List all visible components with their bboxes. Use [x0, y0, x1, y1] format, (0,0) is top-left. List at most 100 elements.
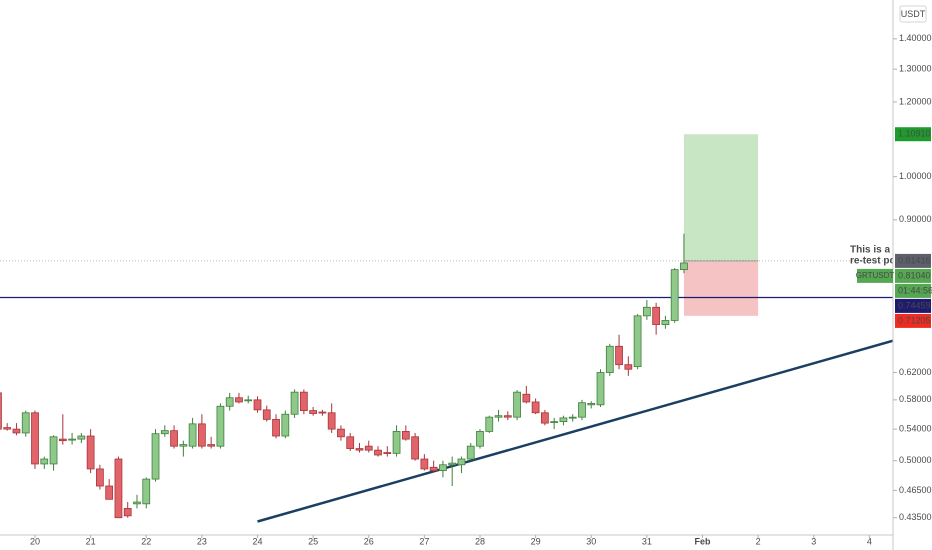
- candle-body: [541, 412, 549, 424]
- candle-body: [494, 415, 503, 418]
- candle-body: [401, 431, 410, 440]
- candle-body: [318, 411, 327, 414]
- candle-body: [411, 436, 419, 460]
- symbol-tag-label: GRTUSDT: [856, 271, 895, 280]
- candle-body: [605, 345, 614, 373]
- candle-body: [531, 401, 540, 414]
- candle-body: [77, 435, 86, 440]
- candle-body: [522, 393, 531, 403]
- candle-body: [513, 391, 521, 418]
- candle-body: [615, 345, 623, 366]
- price-label-box: [895, 127, 931, 142]
- candle-body: [253, 399, 262, 411]
- candle-body: [327, 412, 336, 430]
- price-label-box: [895, 313, 931, 328]
- candle-body: [364, 445, 373, 451]
- candle-body: [309, 410, 318, 414]
- candle-body: [160, 430, 169, 435]
- price-label: 0.74459: [898, 300, 931, 310]
- candle-body: [550, 421, 559, 424]
- candle-body: [633, 315, 642, 368]
- candle-body: [680, 262, 688, 271]
- x-tick-label: 26: [364, 536, 374, 546]
- y-tick-label: 0.58000: [899, 394, 932, 404]
- x-tick-label: 27: [419, 536, 429, 546]
- candle-body: [207, 444, 216, 447]
- candle-body: [587, 402, 596, 406]
- candle-body: [0, 392, 2, 430]
- candle-body: [299, 391, 308, 411]
- candle-body: [179, 444, 188, 447]
- x-tick-label: 24: [252, 536, 262, 546]
- x-tick-label: 30: [586, 536, 596, 546]
- candle-body: [225, 397, 234, 407]
- profit-zone: [683, 134, 759, 261]
- candle-body: [290, 391, 299, 415]
- candle-body: [337, 428, 345, 438]
- annotation-text: re-test point.: [850, 256, 911, 267]
- candle-body: [216, 405, 225, 447]
- candle-body: [466, 445, 475, 460]
- x-tick-label: 28: [475, 536, 485, 546]
- candle-body: [485, 416, 494, 432]
- symbol-tag: [857, 268, 893, 283]
- candle-body: [652, 306, 661, 325]
- candle-body: [105, 485, 114, 500]
- candle-body: [355, 448, 364, 451]
- candle-body: [568, 416, 577, 419]
- countdown-box: [895, 283, 931, 298]
- candle-body: [58, 438, 67, 442]
- candle-body: [235, 397, 243, 403]
- countdown-label: 01:44:56: [898, 285, 932, 295]
- candle-body: [670, 269, 679, 321]
- candle-body: [392, 431, 401, 454]
- candle-body: [476, 431, 484, 447]
- x-tick-label: 23: [197, 536, 207, 546]
- price-label-box: [895, 298, 931, 313]
- x-tick-label: 25: [308, 536, 318, 546]
- candle-body: [559, 417, 568, 423]
- candle-body: [142, 478, 151, 505]
- candle-body: [188, 423, 197, 447]
- y-tick-label: 1.00000: [899, 171, 932, 181]
- x-tick-label: 31: [642, 536, 652, 546]
- y-tick-label: 0.54000: [899, 424, 932, 434]
- candle-body: [12, 428, 21, 434]
- x-tick-label: 20: [30, 536, 40, 546]
- candle-body: [21, 412, 30, 434]
- price-label: 0.81040: [898, 270, 931, 280]
- candle-body: [86, 435, 95, 470]
- candle-body: [114, 458, 123, 519]
- y-tick-label: 1.40000: [899, 33, 932, 43]
- candle-body: [624, 364, 633, 370]
- candle-body: [281, 413, 290, 437]
- candle-body: [3, 427, 12, 430]
- currency-label[interactable]: USDT: [901, 9, 926, 19]
- candle-body: [68, 438, 76, 441]
- price-label-box: [895, 253, 931, 268]
- candle-body: [40, 458, 49, 465]
- candle-body: [642, 306, 651, 317]
- loss-zone: [683, 260, 759, 316]
- y-tick-label: 0.62000: [899, 367, 932, 377]
- candle-body: [661, 320, 670, 325]
- candle-body: [457, 458, 466, 466]
- price-label-box: [895, 268, 931, 283]
- candle-body: [31, 412, 39, 465]
- candle-body: [272, 418, 280, 437]
- candle-body: [429, 466, 438, 472]
- candle-body: [448, 462, 457, 466]
- candle-body: [49, 436, 58, 465]
- currency-box[interactable]: [899, 5, 927, 23]
- price-label: 1.10910: [898, 129, 931, 139]
- candle-body: [133, 501, 141, 505]
- candle-body: [383, 452, 392, 454]
- candle-body: [596, 372, 605, 406]
- y-tick-label: 0.46500: [899, 485, 932, 495]
- candle-body: [578, 402, 586, 418]
- candle-body: [151, 433, 160, 480]
- candle-body: [374, 449, 382, 456]
- y-tick-label: 0.50000: [899, 455, 932, 465]
